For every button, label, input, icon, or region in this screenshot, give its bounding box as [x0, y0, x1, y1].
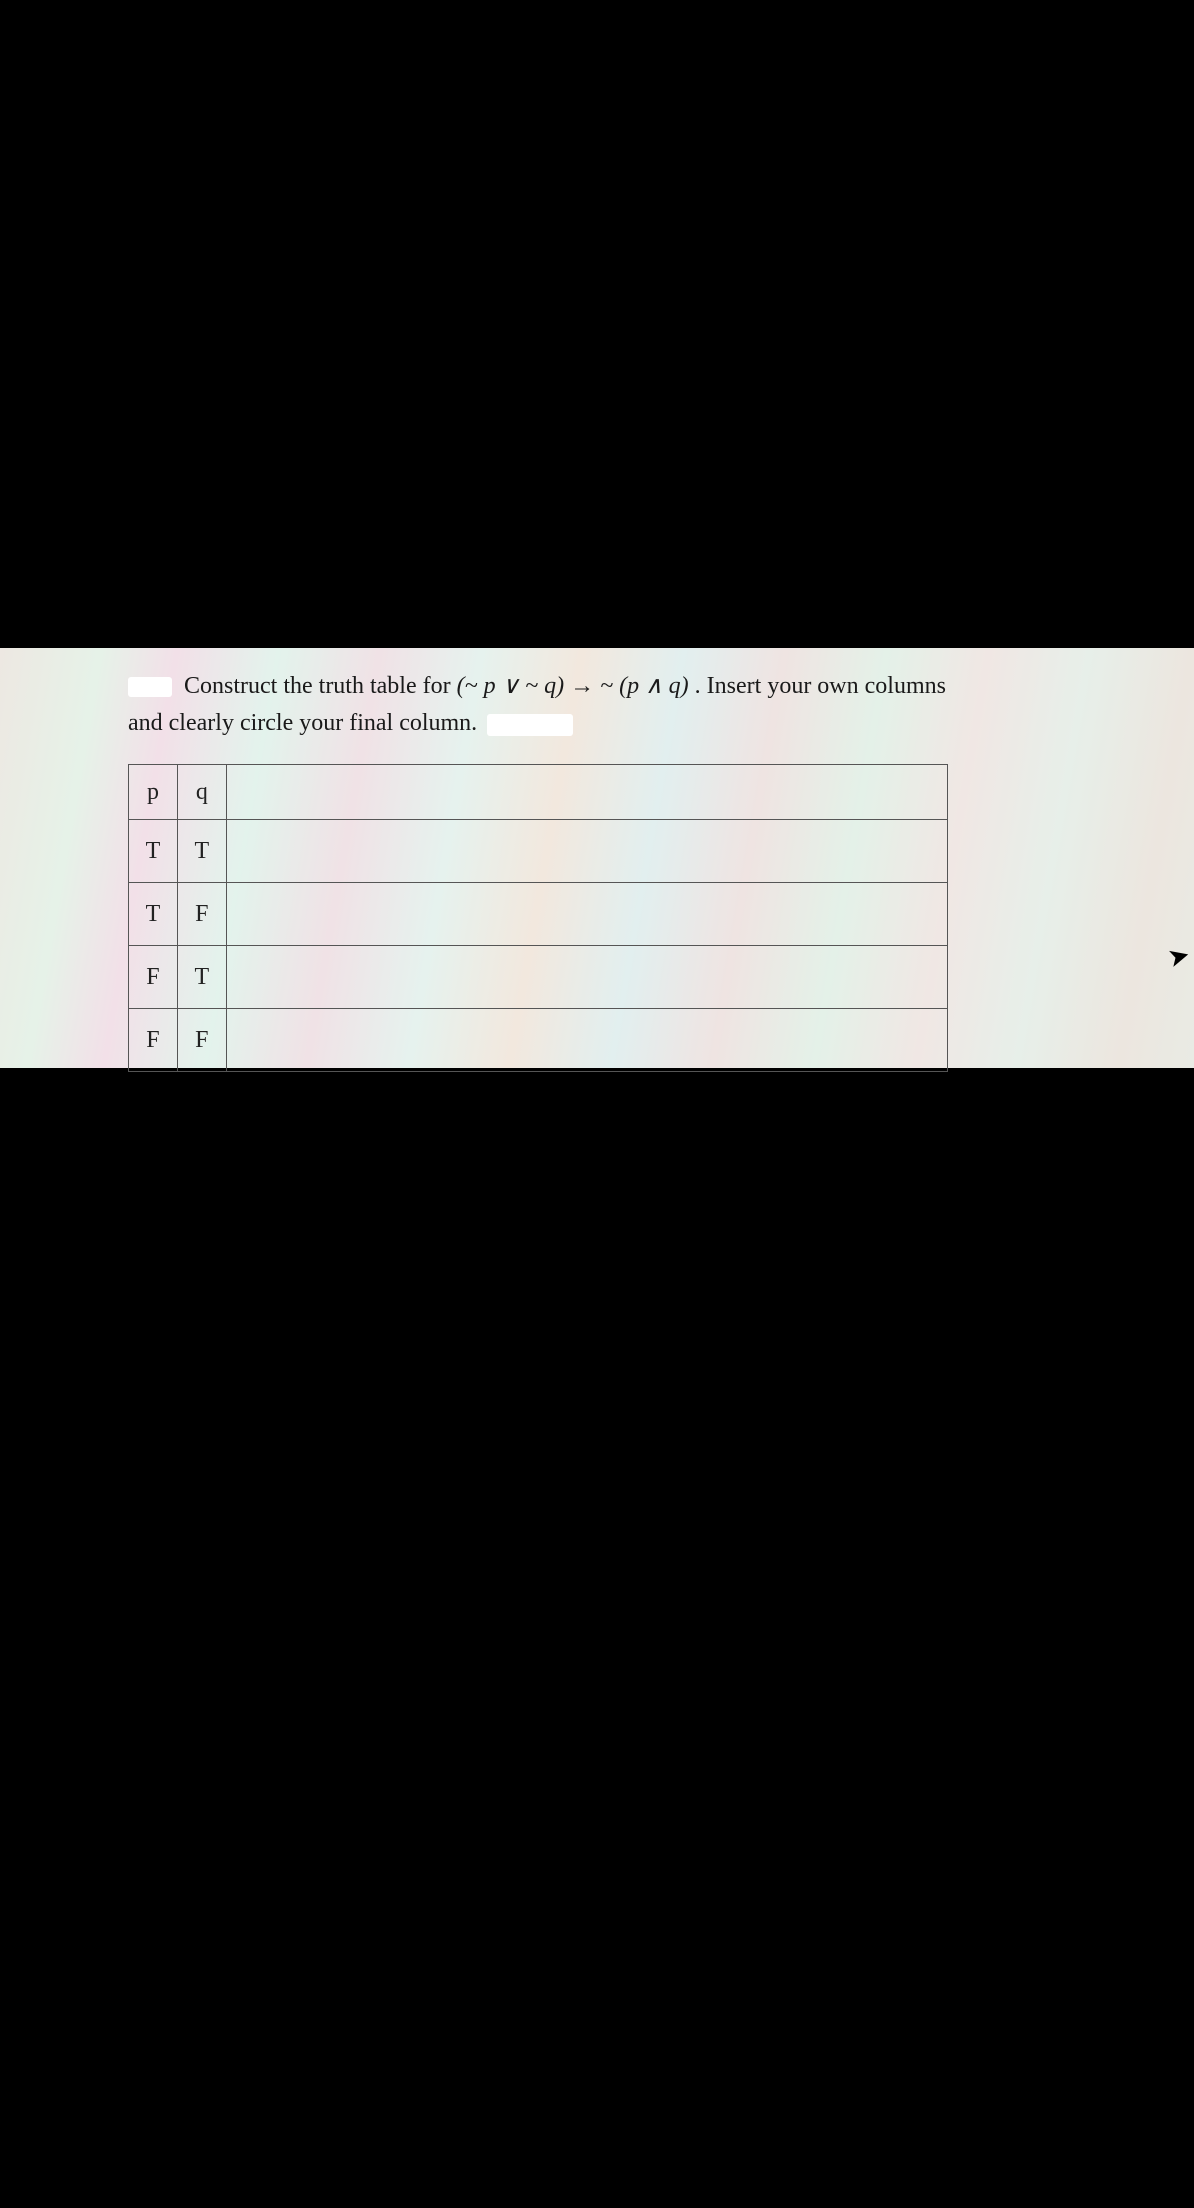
cell-p: F: [129, 946, 178, 1009]
col-header-p: p: [129, 765, 178, 820]
cell-p: T: [129, 883, 178, 946]
table-row: F T: [129, 946, 948, 1009]
table-header-row: p q: [129, 765, 948, 820]
cell-blank: [226, 820, 947, 883]
cell-blank: [226, 946, 947, 1009]
col-header-q: q: [177, 765, 226, 820]
table-row: T F: [129, 883, 948, 946]
cell-blank: [226, 883, 947, 946]
prompt-text-part2: . Insert your own columns: [695, 673, 946, 699]
cell-q: F: [177, 1009, 226, 1072]
worksheet-page: Construct the truth table for (~ p ∨ ~ q…: [0, 648, 1194, 1068]
cell-q: T: [177, 946, 226, 1009]
cell-blank: [226, 1009, 947, 1072]
redaction-box: [128, 677, 172, 697]
truth-table: p q T T T F F T F F: [128, 764, 948, 1072]
prompt-text-part1: Construct the truth table for: [184, 673, 457, 699]
cell-q: F: [177, 883, 226, 946]
table-row: F F: [129, 1009, 948, 1072]
logic-formula: (~ p ∨ ~ q) → ~ (p ∧ q): [457, 673, 689, 699]
table-row: T T: [129, 820, 948, 883]
prompt-text-line2: and clearly circle your final column.: [128, 710, 477, 736]
cell-p: T: [129, 820, 178, 883]
worksheet-content: Construct the truth table for (~ p ∨ ~ q…: [128, 668, 1098, 1072]
cell-p: F: [129, 1009, 178, 1072]
question-prompt: Construct the truth table for (~ p ∨ ~ q…: [128, 668, 1098, 742]
col-header-blank: [226, 765, 947, 820]
cell-q: T: [177, 820, 226, 883]
redaction-box: [487, 714, 573, 736]
